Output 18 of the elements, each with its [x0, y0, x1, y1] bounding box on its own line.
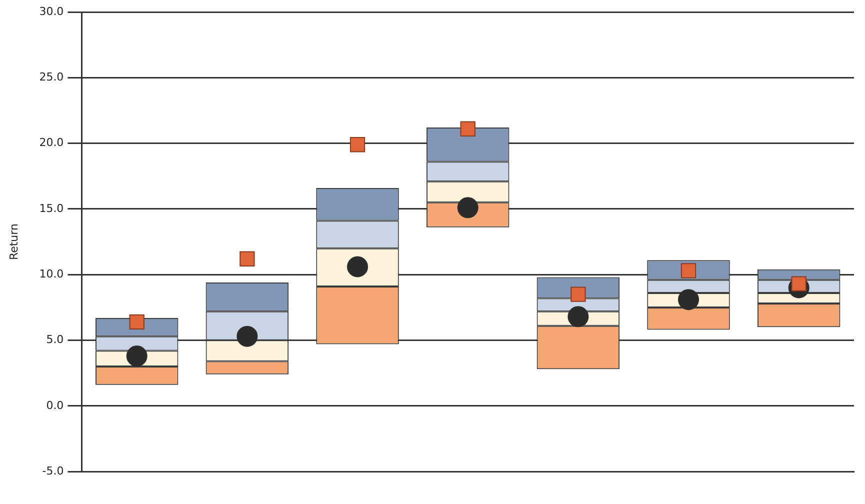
point	[680, 263, 696, 278]
point	[350, 137, 366, 152]
y-tick-label: 15.0	[39, 202, 64, 215]
point	[460, 121, 476, 136]
y-tick-label: 10.0	[39, 267, 64, 280]
point	[129, 314, 144, 330]
y-tick-label: 20.0	[39, 136, 64, 150]
y-tick-label: -5.0	[42, 464, 64, 478]
y-tick-label: 25.0	[39, 70, 64, 84]
point	[570, 286, 586, 302]
y-tick-label: 30.0	[39, 4, 64, 18]
point	[678, 289, 700, 310]
y-axis-title: Return	[7, 224, 20, 260]
y-tick-label: 0.0	[46, 398, 64, 412]
point	[568, 306, 589, 328]
y-tick-label: 5.0	[46, 333, 64, 346]
point	[126, 346, 148, 367]
point	[240, 251, 255, 266]
